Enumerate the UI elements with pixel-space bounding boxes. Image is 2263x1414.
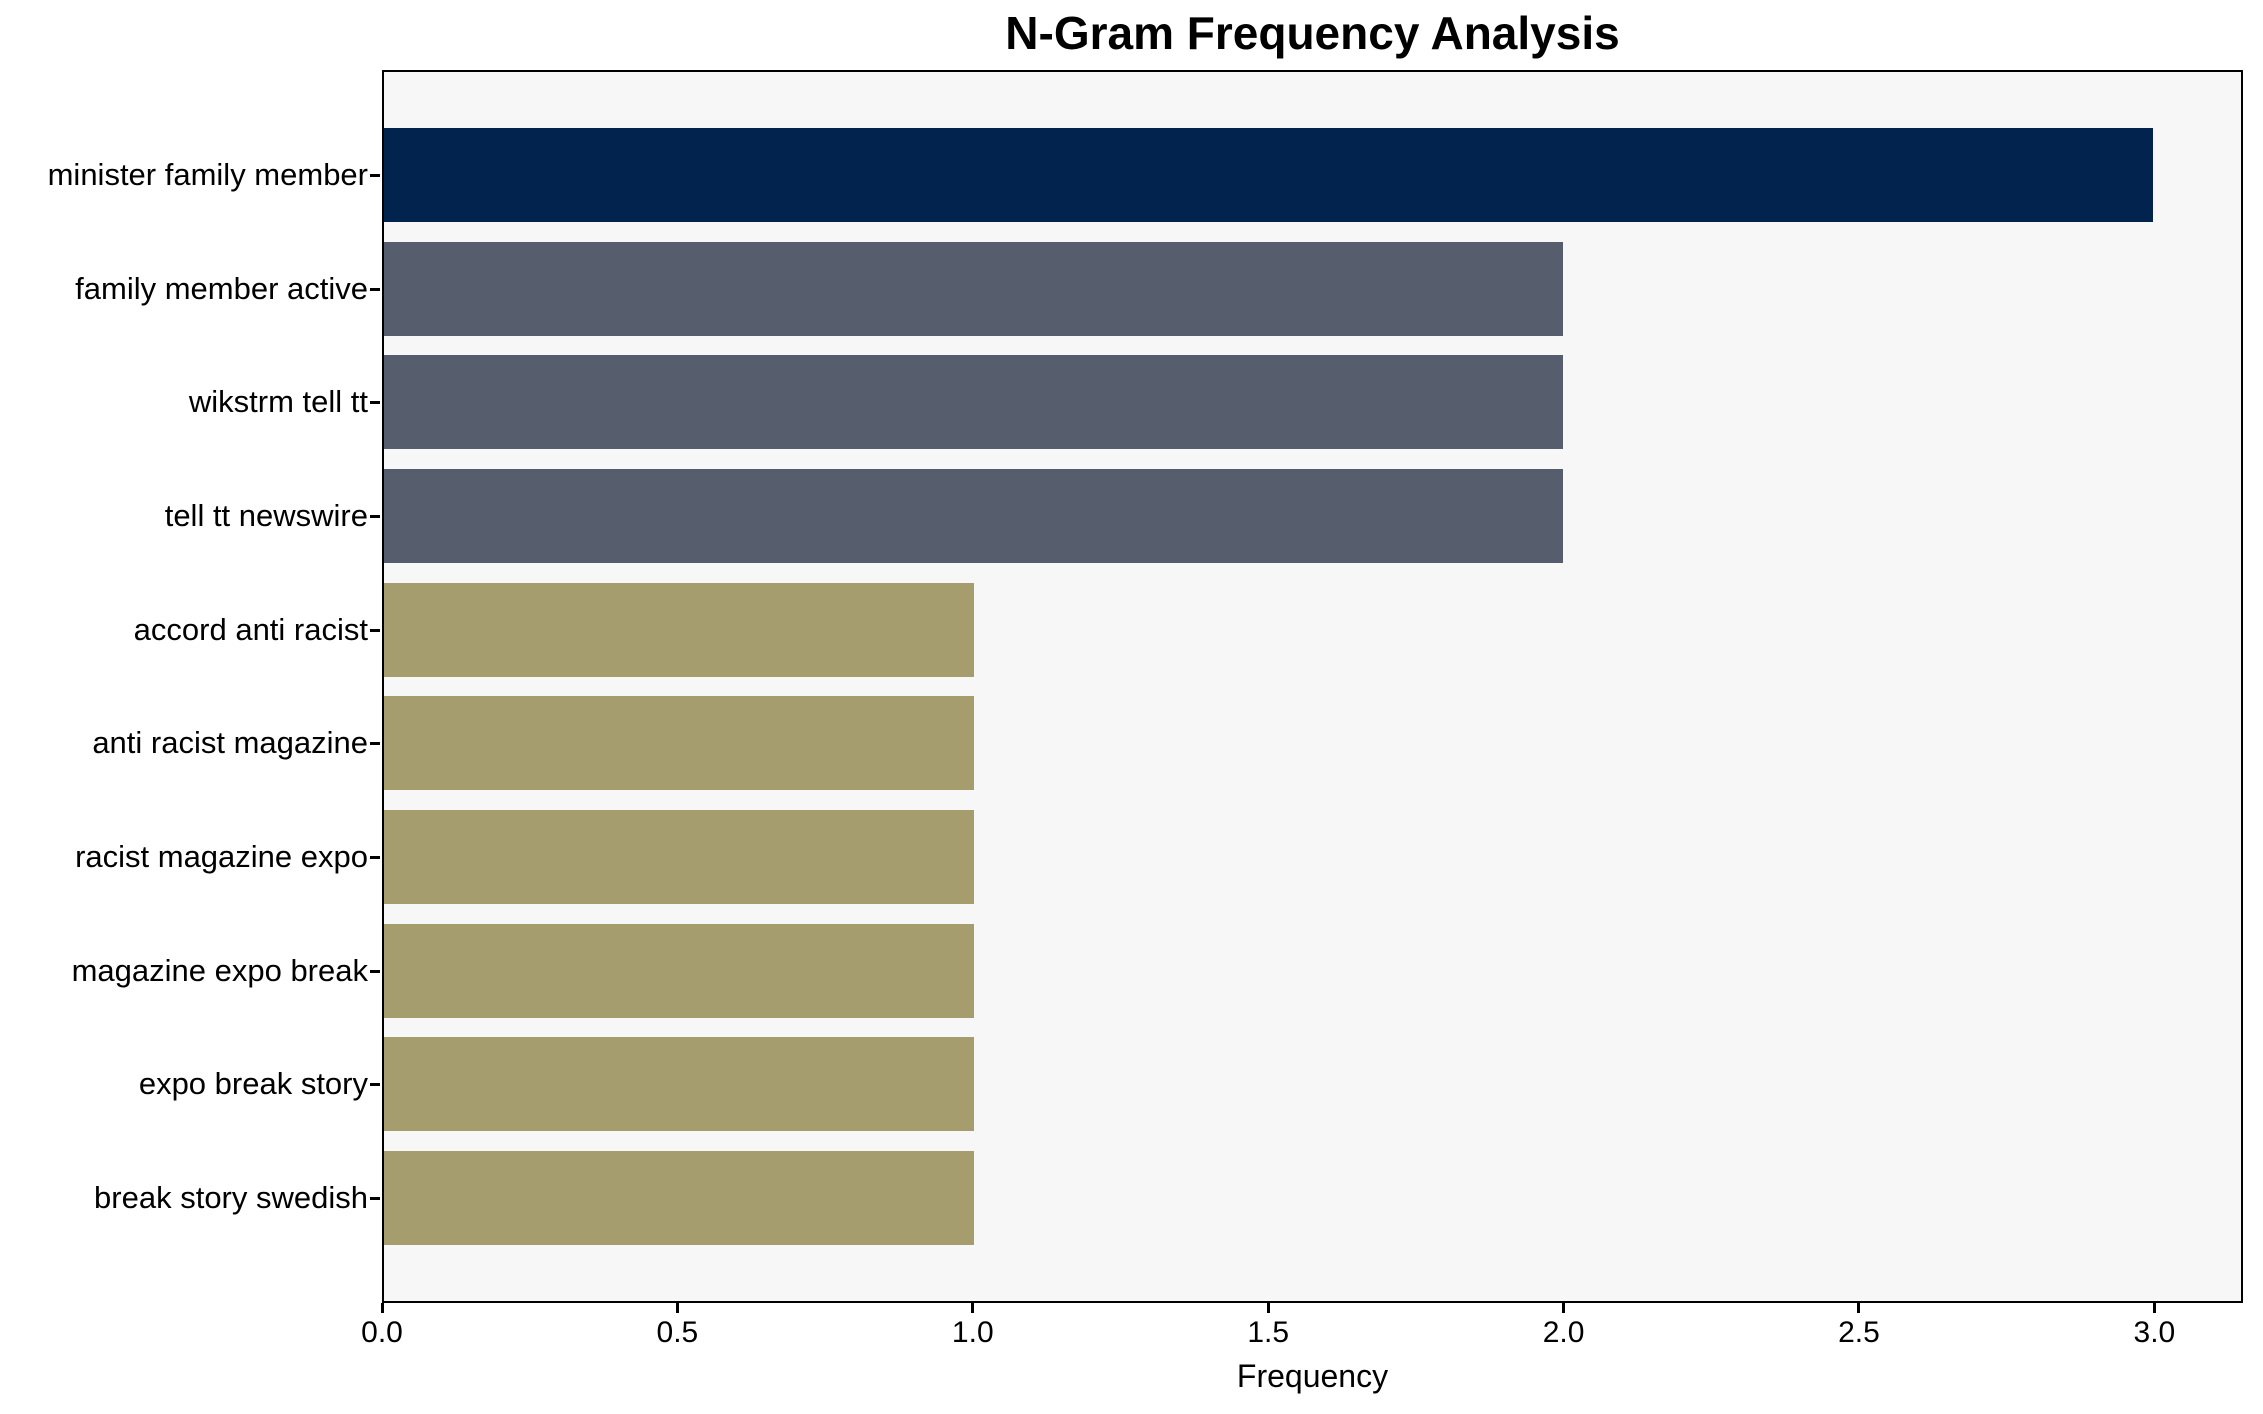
y-tick-mark xyxy=(370,401,380,405)
y-tick-label: magazine expo break xyxy=(71,952,368,988)
y-tick-mark xyxy=(370,742,380,746)
bar xyxy=(384,582,974,677)
y-tick-label: wikstrm tell tt xyxy=(188,384,368,420)
x-tick-label: 0.0 xyxy=(361,1316,403,1349)
plot-area xyxy=(382,70,2243,1303)
y-tick-mark xyxy=(370,1083,380,1087)
y-tick-label: family member active xyxy=(75,270,368,306)
x-tick-mark xyxy=(675,1303,679,1313)
y-tick-mark xyxy=(370,515,380,518)
bar xyxy=(384,923,974,1018)
y-tick-mark xyxy=(370,628,380,632)
x-tick-label: 2.0 xyxy=(1542,1316,1585,1349)
y-tick-mark xyxy=(370,969,380,973)
y-axis-labels: minister family member family member acti… xyxy=(0,70,368,1303)
bar xyxy=(384,469,1564,563)
y-tick-label: accord anti racist xyxy=(133,611,368,647)
bar xyxy=(384,241,1564,336)
x-tick-mark xyxy=(1562,1303,1566,1313)
y-tick-label: minister family member xyxy=(47,157,368,192)
x-tick-mark xyxy=(1266,1303,1270,1313)
bar xyxy=(384,1151,974,1245)
y-tick-label: racist magazine expo xyxy=(75,839,368,874)
chart-title: N-Gram Frequency Analysis xyxy=(1005,7,1620,59)
y-tick-label: tell tt newswire xyxy=(164,498,368,533)
y-tick-label: anti racist magazine xyxy=(92,725,368,761)
x-tick-label: 3.0 xyxy=(2133,1316,2176,1349)
bar xyxy=(384,696,974,791)
bar xyxy=(384,355,1564,450)
y-tick-mark xyxy=(370,174,380,177)
x-tick-label: 0.5 xyxy=(656,1316,699,1349)
x-axis-title: Frequency xyxy=(1236,1358,1389,1394)
y-tick-mark xyxy=(370,1197,380,1200)
y-tick-mark xyxy=(370,287,380,291)
x-tick-label: 2.5 xyxy=(1838,1316,1880,1349)
x-tick-label: 1.0 xyxy=(951,1316,994,1349)
y-tick-mark xyxy=(370,856,380,859)
bar xyxy=(384,1037,974,1132)
bar xyxy=(384,128,2153,222)
x-tick-mark xyxy=(2152,1303,2156,1313)
x-tick-mark xyxy=(971,1303,975,1313)
x-tick-label: 1.5 xyxy=(1247,1316,1290,1349)
y-tick-label: expo break story xyxy=(138,1066,368,1102)
y-tick-label: break story swedish xyxy=(94,1180,368,1215)
bar xyxy=(384,810,974,904)
x-tick-mark xyxy=(380,1303,384,1313)
x-tick-mark xyxy=(1857,1303,1861,1313)
